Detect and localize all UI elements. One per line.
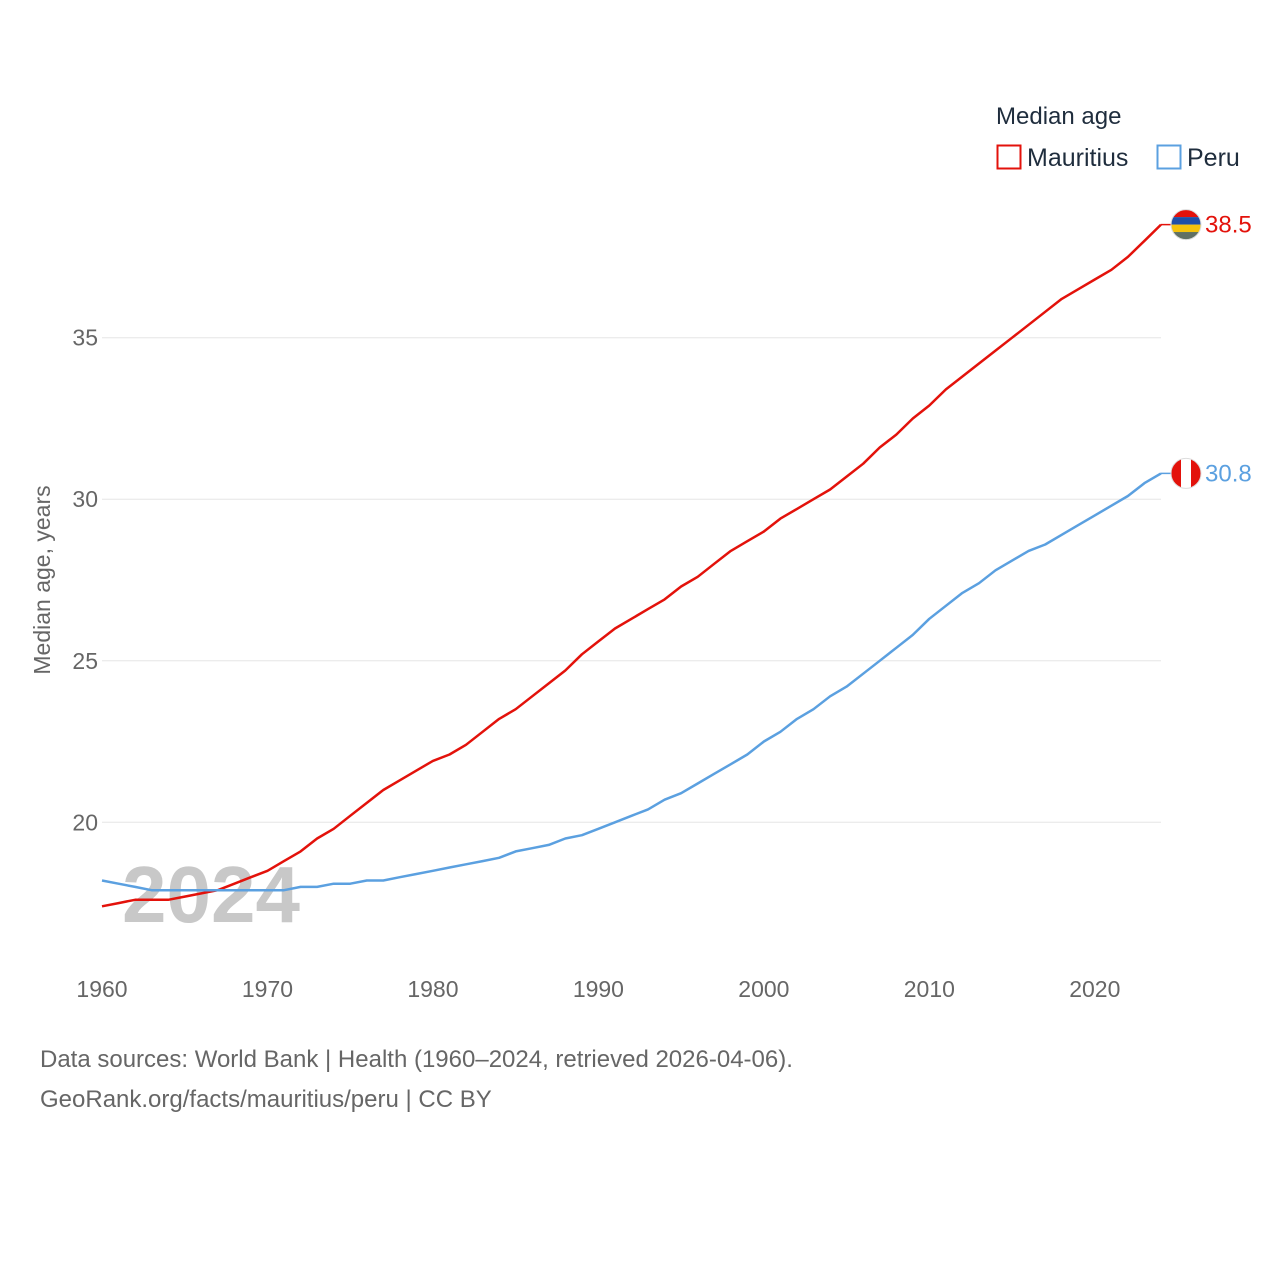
end-value-label: 30.8 <box>1205 460 1252 487</box>
source-line-2: GeoRank.org/facts/mauritius/peru | CC BY <box>40 1086 492 1113</box>
y-tick-label: 25 <box>72 648 98 674</box>
legend-title: Median age <box>996 103 1121 130</box>
end-value-label: 38.5 <box>1205 212 1252 239</box>
x-tick-label: 2010 <box>904 976 955 1002</box>
y-tick-label: 20 <box>72 809 98 835</box>
x-axis-ticks: 1960 1970 1980 1990 2000 2010 2020 <box>76 976 1120 1002</box>
flag-mauritius-icon <box>1170 209 1202 241</box>
legend-label-mauritius[interactable]: Mauritius <box>1027 144 1128 172</box>
flag-peru-icon <box>1170 457 1202 489</box>
x-tick-label: 2020 <box>1069 976 1120 1002</box>
y-axis-title: Median age, years <box>29 485 55 674</box>
gridlines <box>102 337 1161 823</box>
x-tick-label: 1980 <box>407 976 458 1002</box>
legend-label-peru[interactable]: Peru <box>1187 144 1240 172</box>
legend-swatch-peru[interactable] <box>1156 144 1182 170</box>
y-tick-label: 30 <box>72 486 98 512</box>
series-end-markers: 38.5 30.8 <box>1161 209 1252 489</box>
legend-swatch-mauritius[interactable] <box>996 144 1022 170</box>
line-chart: 20 25 30 35 1960 1970 1980 1990 2000 2010 2020 Me… <box>29 103 1252 1002</box>
series-lines <box>101 223 1162 908</box>
y-axis-ticks: 20 25 30 35 <box>72 325 98 836</box>
y-tick-label: 35 <box>72 325 98 351</box>
series-line-peru[interactable] <box>101 472 1162 892</box>
x-tick-label: 2000 <box>738 976 789 1002</box>
legend: Median age Mauritius Peru <box>996 103 1240 172</box>
series-line-mauritius[interactable] <box>101 223 1162 908</box>
year-watermark: 2024 <box>122 850 300 939</box>
x-tick-label: 1970 <box>242 976 293 1002</box>
source-line-1: Data sources: World Bank | Health (1960–… <box>40 1046 793 1073</box>
x-tick-label: 1990 <box>573 976 624 1002</box>
x-tick-label: 1960 <box>76 976 127 1002</box>
